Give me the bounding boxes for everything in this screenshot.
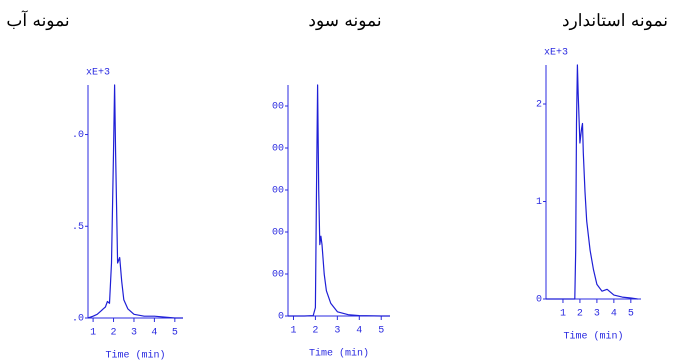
y-tick-label: 0 <box>278 312 284 323</box>
y-scale-label: xE+3 <box>86 68 110 79</box>
y-tick-label: 00 <box>272 270 284 281</box>
x-tick-label: 1 <box>560 309 566 320</box>
x-tick-label: 5 <box>628 309 634 320</box>
trace <box>288 84 390 317</box>
y-tick-label: 00 <box>272 186 284 197</box>
y-tick-label: 00 <box>272 228 284 239</box>
x-tick-label: 2 <box>111 328 117 339</box>
x-tick-label: 1 <box>90 328 96 339</box>
x-tick-label: 2 <box>577 309 583 320</box>
x-tick-label: 5 <box>172 328 178 339</box>
panel-title: نمونه سود <box>308 11 381 31</box>
x-axis-label: Time (min) <box>563 331 623 343</box>
x-tick-label: 2 <box>312 326 318 337</box>
x-axis-label: Time (min) <box>105 350 165 362</box>
panel-title: نمونه استاندارد <box>562 11 668 31</box>
x-tick-label: 3 <box>131 328 137 339</box>
y-tick-label: 2 <box>536 100 542 111</box>
y-tick-label: .0 <box>72 314 84 325</box>
y-tick-label: 1 <box>536 197 542 208</box>
x-tick-label: 4 <box>611 309 617 320</box>
y-tick-label: .5 <box>72 222 84 233</box>
y-tick-label: 00 <box>272 102 284 113</box>
x-tick-label: 1 <box>290 326 296 337</box>
y-tick-label: 0 <box>536 295 542 306</box>
y-scale-label: xE+3 <box>544 48 568 59</box>
trace <box>546 64 638 300</box>
x-tick-label: 4 <box>151 328 157 339</box>
y-tick-label: 00 <box>272 144 284 155</box>
x-tick-label: 3 <box>334 326 340 337</box>
x-tick-label: 3 <box>594 309 600 320</box>
y-tick-label: .0 <box>72 130 84 141</box>
x-tick-label: 5 <box>378 326 384 337</box>
x-axis-label: Time (min) <box>309 348 369 360</box>
trace <box>87 84 183 319</box>
panel-title: نمونه آب <box>6 9 69 31</box>
x-tick-label: 4 <box>356 326 362 337</box>
